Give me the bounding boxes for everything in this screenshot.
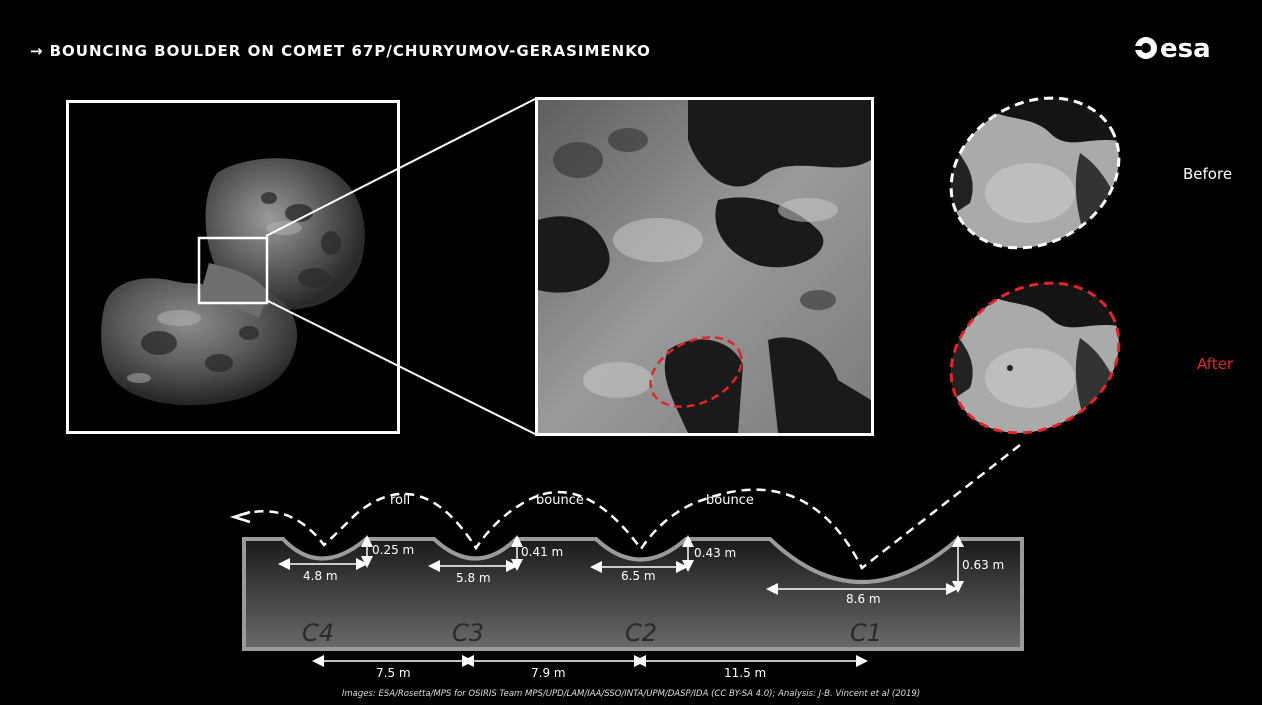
c1-depth: 0.63 m bbox=[962, 558, 1004, 572]
before-label: Before bbox=[1183, 165, 1233, 183]
crater-label-c1: C1 bbox=[850, 619, 882, 647]
motion-label-bounce-2: bounce bbox=[706, 493, 754, 508]
motion-label-bounce-1: bounce bbox=[536, 493, 584, 508]
crater-label-c4: C4 bbox=[302, 619, 334, 647]
boulder-highlight-ellipse bbox=[649, 336, 743, 408]
spacing-c4-c3: 7.5 m bbox=[376, 666, 411, 680]
trajectory-arrowhead bbox=[229, 510, 251, 524]
spacing-c3-c2: 7.9 m bbox=[531, 666, 566, 680]
c4-depth: 0.25 m bbox=[372, 543, 414, 557]
c2-depth: 0.43 m bbox=[694, 546, 736, 560]
c4-width: 4.8 m bbox=[303, 569, 338, 583]
title-text: BOUNCING BOULDER ON COMET 67P/CHURYUMOV-… bbox=[49, 42, 651, 60]
c2-width: 6.5 m bbox=[621, 569, 656, 583]
c3-width: 5.8 m bbox=[456, 571, 491, 585]
esa-logo: esa bbox=[1132, 34, 1211, 64]
arrow-icon: → bbox=[30, 42, 44, 60]
crater-label-c3: C3 bbox=[452, 619, 484, 647]
crater-label-c2: C2 bbox=[625, 619, 657, 647]
page-title: → BOUNCING BOULDER ON COMET 67P/CHURYUMOV… bbox=[30, 42, 651, 60]
c1-width: 8.6 m bbox=[846, 592, 881, 606]
spacing-c2-c1: 11.5 m bbox=[724, 666, 766, 680]
motion-label-roll: roll bbox=[390, 493, 410, 508]
zoomed-surface-image bbox=[535, 97, 874, 436]
before-inset-image bbox=[940, 93, 1130, 253]
esa-logo-text: esa bbox=[1160, 34, 1211, 64]
boulder-trajectory bbox=[239, 444, 1021, 570]
image-credits: Images: ESA/Rosetta/MPS for OSIRIS Team … bbox=[341, 689, 921, 699]
c3-depth: 0.41 m bbox=[521, 545, 563, 559]
after-inset-image bbox=[940, 278, 1130, 438]
after-label: After bbox=[1197, 355, 1234, 373]
